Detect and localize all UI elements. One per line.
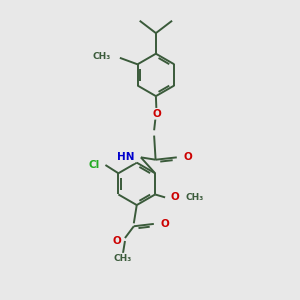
Text: O: O: [152, 109, 161, 119]
Text: CH₃: CH₃: [92, 52, 110, 61]
Text: HN: HN: [117, 152, 134, 162]
Text: CH₃: CH₃: [186, 193, 204, 202]
Text: O: O: [183, 152, 192, 162]
Text: O: O: [160, 219, 169, 229]
Text: O: O: [170, 192, 179, 203]
Text: O: O: [113, 236, 122, 246]
Text: CH₃: CH₃: [114, 254, 132, 262]
Text: Cl: Cl: [89, 160, 100, 170]
